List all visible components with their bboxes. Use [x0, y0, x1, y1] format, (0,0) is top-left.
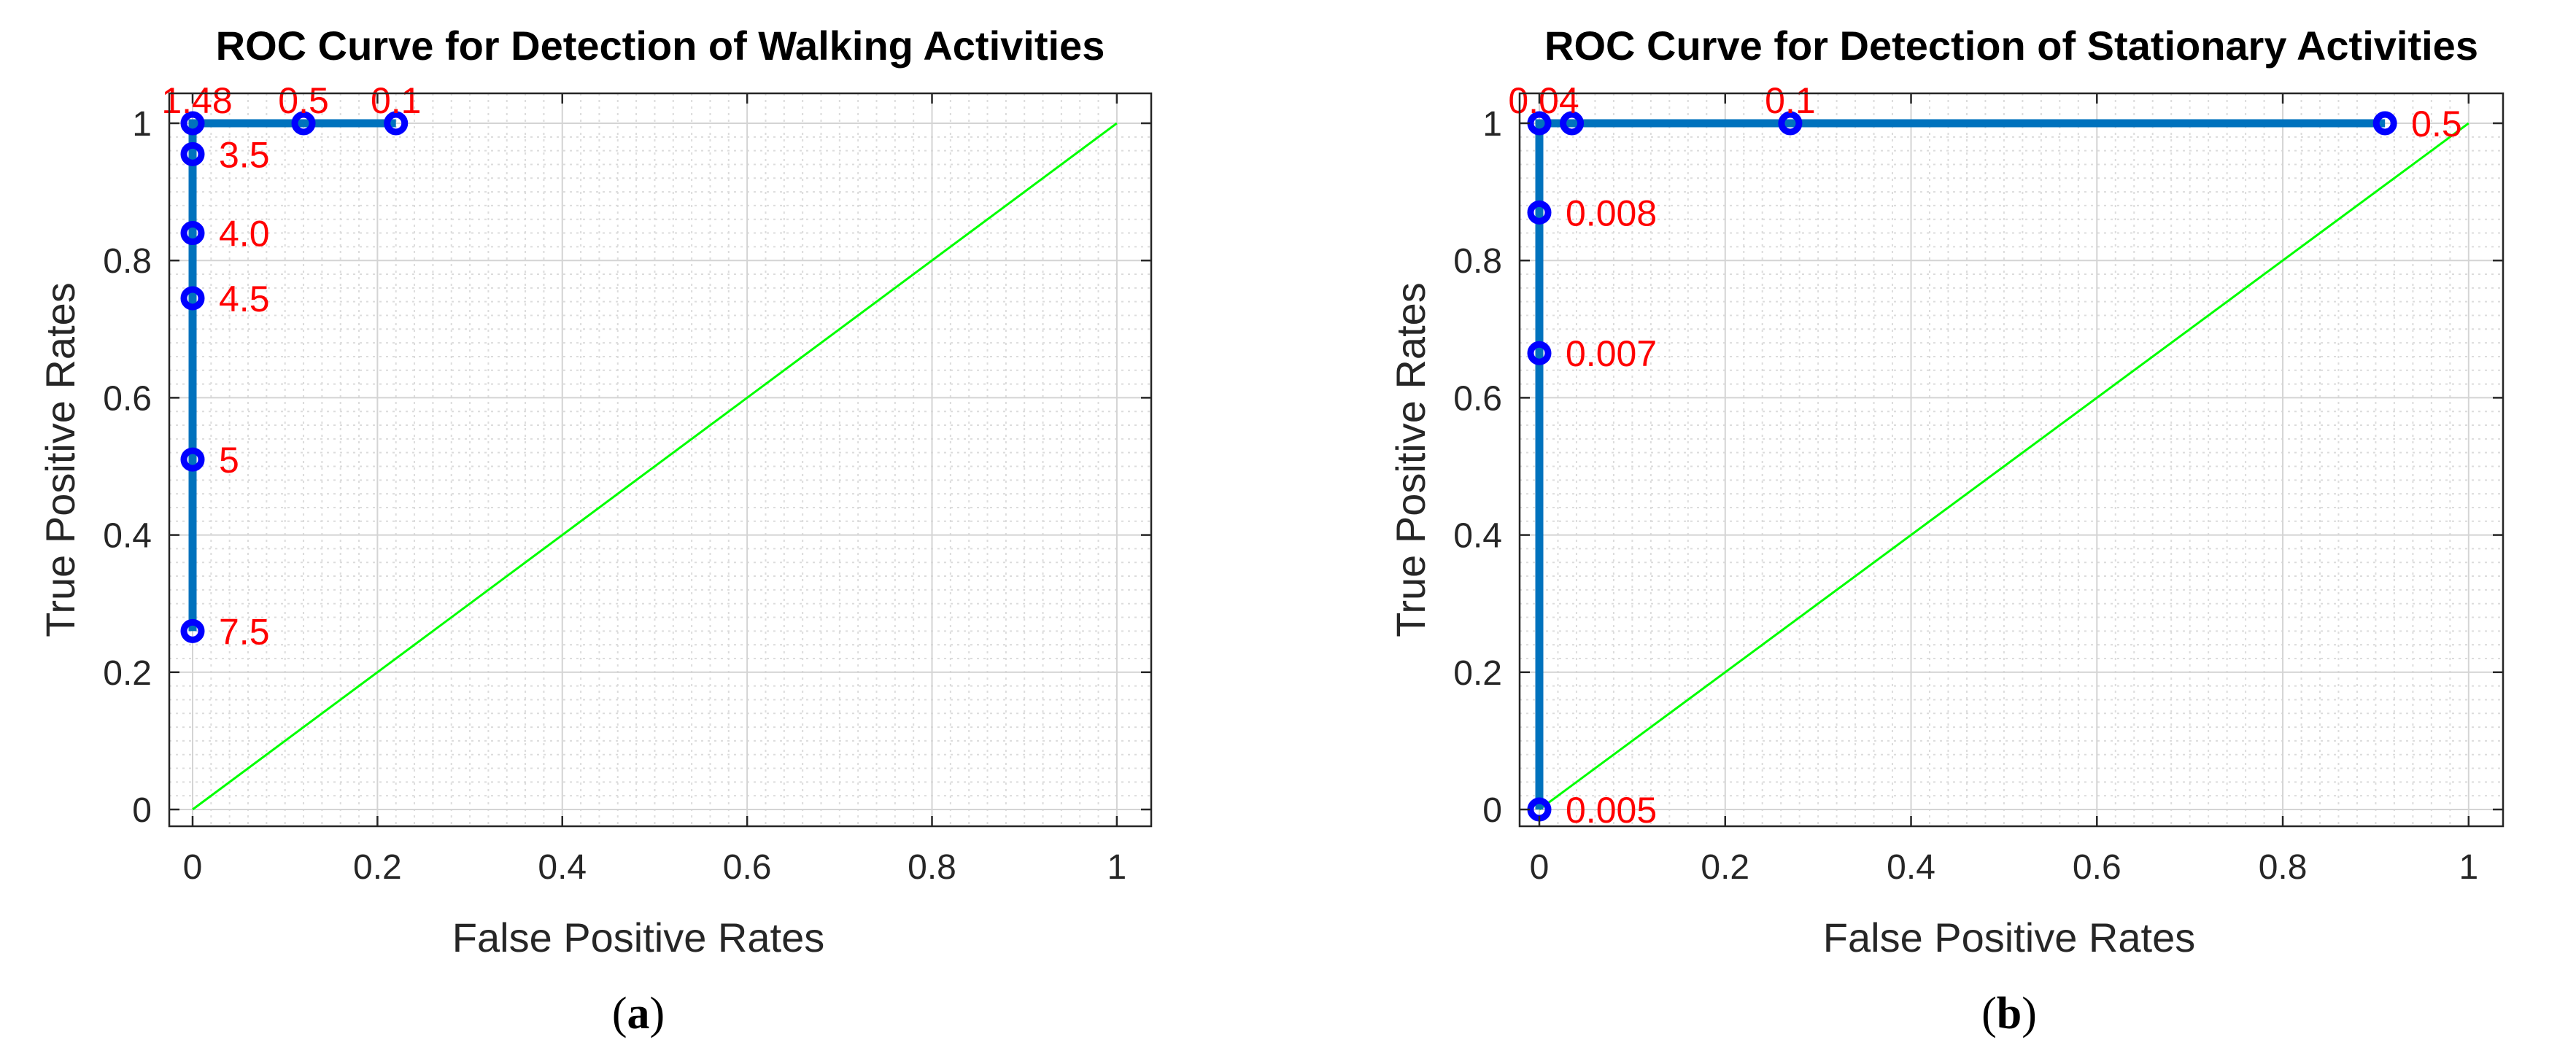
panel-caption-letter: a — [627, 989, 650, 1038]
roc-point-marker — [2372, 111, 2397, 136]
roc-point-marker — [180, 447, 205, 472]
x-tick-label: 0.4 — [1887, 848, 1935, 887]
roc-curve-line — [188, 119, 396, 632]
chart-title: ROC Curve for Detection of Stationary Ac… — [1544, 23, 2478, 69]
threshold-label: 1.48 — [161, 80, 232, 121]
minor-grid — [1520, 93, 2503, 826]
threshold-label: 0.005 — [1566, 790, 1657, 831]
y-axis-label: True Positive Rates — [1388, 282, 1434, 637]
roc-point-marker — [1527, 200, 1552, 225]
x-tick-label: 1 — [2459, 848, 2478, 887]
x-tick-label: 0.2 — [353, 848, 402, 887]
threshold-label: 7.5 — [219, 611, 270, 652]
y-tick-label: 0.2 — [103, 654, 152, 693]
chance-line — [1539, 122, 2469, 811]
y-tick-label: 1 — [1482, 105, 1502, 144]
roc-curve-line — [1535, 119, 2386, 809]
panel-caption: (b) — [1981, 989, 2037, 1038]
roc-point-marker — [180, 618, 205, 643]
threshold-label: 0.1 — [371, 80, 422, 121]
panel-caption-letter: b — [1997, 989, 2022, 1038]
roc-point-marker — [180, 286, 205, 311]
x-tick-label: 0.6 — [723, 848, 772, 887]
roc-point-marker — [291, 111, 316, 136]
x-axis-label: False Positive Rates — [452, 915, 824, 960]
x-tick-label: 0.2 — [1701, 848, 1749, 887]
x-axis-label: False Positive Rates — [1823, 915, 2195, 960]
x-tick-label: 0.4 — [538, 848, 587, 887]
chance-line — [192, 122, 1118, 811]
roc-point-marker — [180, 221, 205, 246]
threshold-label: 0.5 — [278, 80, 329, 121]
threshold-label: 0.1 — [1765, 80, 1816, 121]
panel-a: 7.5 5 4.5 4.0 3.5 1.48 0.5 0.1 0 0.2 0.4 0.6 0.8 1 0 0.… — [37, 23, 1153, 1038]
axes-box — [1518, 92, 2505, 828]
axes-box — [168, 92, 1153, 828]
y-tick-label: 0 — [1482, 791, 1502, 830]
threshold-label: 0.007 — [1566, 333, 1657, 374]
y-tick-label: 0.8 — [1453, 242, 1502, 281]
roc-point-marker — [180, 111, 205, 136]
panel-caption: (a) — [612, 989, 665, 1038]
x-tick-label: 0 — [1530, 848, 1550, 887]
y-tick-label: 1 — [132, 105, 152, 144]
roc-point-marker — [384, 111, 409, 136]
x-tick-label: 0.6 — [2073, 848, 2121, 887]
y-tick-label: 0.8 — [103, 242, 152, 281]
roc-point-marker — [1778, 111, 1803, 136]
threshold-label: 0.008 — [1566, 193, 1657, 233]
y-tick-label: 0 — [132, 791, 152, 830]
y-axis-label: True Positive Rates — [37, 282, 83, 637]
y-tick-label: 0.4 — [1453, 517, 1502, 556]
roc-point-marker — [180, 141, 205, 166]
y-tick-label: 0.6 — [1453, 379, 1502, 418]
y-tick-label: 0.4 — [103, 517, 152, 556]
threshold-label: 5 — [219, 440, 239, 481]
minor-grid — [169, 93, 1151, 826]
roc-point-marker — [1527, 111, 1552, 136]
chart-title: ROC Curve for Detection of Walking Activ… — [216, 23, 1105, 69]
x-tick-label: 0.8 — [908, 848, 956, 887]
y-tick-label: 0.6 — [103, 379, 152, 418]
threshold-label: 3.5 — [219, 134, 270, 175]
threshold-label: 0.5 — [2411, 104, 2462, 144]
threshold-label: 4.0 — [219, 214, 270, 255]
threshold-label: 4.5 — [219, 279, 270, 319]
x-tick-label: 0.8 — [2259, 848, 2308, 887]
x-tick-label: 1 — [1107, 848, 1127, 887]
roc-point-marker — [1527, 341, 1552, 365]
roc-point-marker — [1560, 111, 1585, 136]
y-tick-label: 0.2 — [1453, 654, 1502, 693]
x-tick-label: 0 — [183, 848, 203, 887]
